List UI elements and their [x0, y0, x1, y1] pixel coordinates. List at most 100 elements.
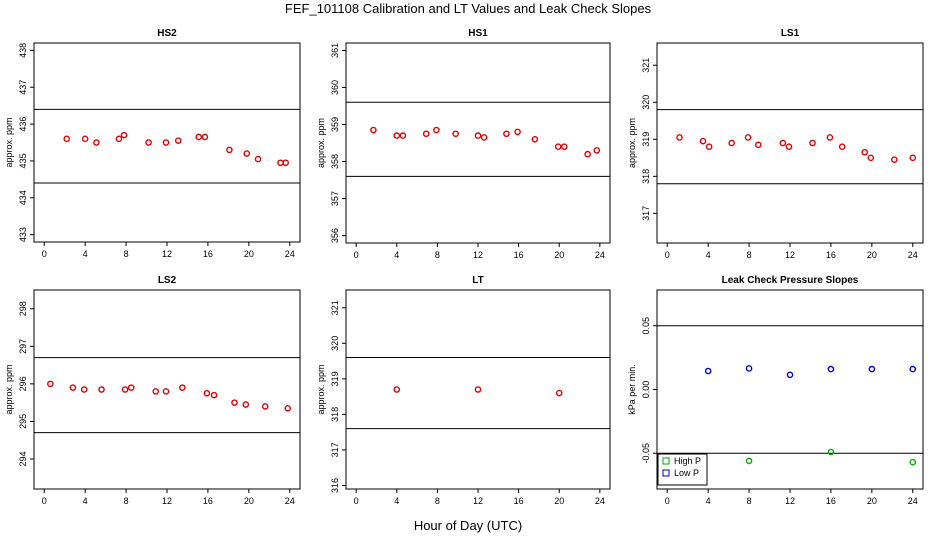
data-point [231, 399, 238, 406]
y-tick-label: 317 [641, 206, 651, 221]
x-tick-label: 4 [83, 249, 88, 259]
y-tick-label: 361 [330, 43, 340, 58]
y-tick-label: 359 [330, 117, 340, 132]
y-tick-label: 319 [641, 132, 651, 147]
plot-frame [345, 289, 611, 490]
data-point [827, 365, 835, 373]
data-point [399, 132, 407, 139]
y-axis-label: kPa per min. [627, 364, 637, 415]
x-tick-label: 16 [514, 250, 524, 260]
data-point [370, 126, 377, 134]
x-tick-label: 0 [354, 496, 359, 506]
panel-title: LS1 [781, 28, 800, 39]
y-tick-label: 436 [18, 117, 28, 132]
y-tick-label: 433 [18, 227, 28, 242]
y-tick-label: 318 [641, 169, 651, 184]
data-point [393, 132, 401, 139]
x-tick-label: 20 [867, 496, 877, 506]
data-point [561, 143, 568, 151]
x-tick-label: 16 [826, 250, 836, 260]
data-point [779, 139, 787, 147]
data-point [705, 143, 713, 151]
x-tick-label: 12 [162, 496, 172, 506]
y-tick-label: 438 [18, 43, 28, 58]
data-point [503, 130, 510, 138]
data-point [282, 159, 289, 167]
chart-panel-2: HS1 0 4 8 12 16 20 24 356 357 358 359 360 361 approx. … [316, 28, 611, 260]
data-point [81, 135, 89, 143]
y-axis-label: approx. ppm [4, 364, 14, 414]
data-point [120, 131, 128, 139]
data-point [98, 386, 105, 393]
x-tick-label: 4 [83, 496, 88, 506]
data-point [474, 386, 482, 393]
data-point [93, 139, 100, 146]
y-tick-label: 294 [18, 451, 28, 466]
data-point [226, 146, 233, 154]
data-point [891, 156, 898, 163]
panel-title: HS1 [468, 28, 488, 39]
chart-panel-1: HS2 0 4 8 12 16 20 24 433 434 435 436 437 438 approx. … [4, 28, 301, 259]
y-tick-label: 0.05 [641, 317, 651, 335]
x-tick-label: 16 [203, 249, 213, 259]
x-tick-label: 24 [908, 250, 918, 260]
chart-panel-5: LT 0 4 8 12 16 20 24 316 317 318 319 320 321 approx. p… [316, 275, 611, 506]
x-tick-label: 12 [785, 496, 795, 506]
x-tick-label: 8 [124, 496, 129, 506]
x-tick-label: 24 [595, 496, 605, 506]
data-point [195, 133, 203, 141]
figure-title: FEF_101108 Calibration and LT Values and… [284, 1, 652, 16]
legend-marker [662, 457, 670, 465]
y-tick-label: 360 [330, 80, 340, 95]
y-tick-label: 434 [18, 190, 28, 205]
x-tick-label: 20 [867, 250, 877, 260]
y-tick-label: 357 [330, 191, 340, 206]
x-tick-label: 4 [706, 496, 711, 506]
x-tick-label: 12 [473, 496, 483, 506]
data-point [145, 139, 152, 146]
y-tick-label: 316 [330, 478, 340, 493]
x-tick-label: 8 [747, 250, 752, 260]
y-tick-label: 437 [18, 80, 28, 95]
x-tick-label: 4 [394, 250, 399, 260]
y-tick-label: 358 [330, 154, 340, 169]
data-point [838, 143, 846, 151]
data-point [242, 401, 250, 408]
y-tick-label: 318 [330, 407, 340, 422]
y-tick-label: 319 [330, 371, 340, 386]
data-point [909, 154, 917, 162]
plot-frame [345, 42, 611, 244]
data-point [676, 134, 683, 141]
data-point [284, 404, 292, 412]
x-tick-label: 0 [354, 250, 359, 260]
y-tick-label: 435 [18, 153, 28, 168]
x-tick-label: 20 [244, 249, 254, 259]
data-point [555, 389, 563, 397]
y-tick-label: 295 [18, 414, 28, 429]
data-point [868, 365, 876, 373]
x-tick-label: 4 [706, 250, 711, 260]
data-point [174, 137, 182, 144]
y-tick-label: 321 [641, 58, 651, 73]
data-point [861, 148, 868, 156]
x-tick-label: 4 [394, 496, 399, 506]
data-point [704, 367, 712, 375]
x-tick-label: 24 [285, 496, 295, 506]
y-tick-label: -0.05 [641, 443, 651, 464]
y-tick-label: 0.00 [641, 381, 651, 399]
data-point [554, 143, 562, 151]
y-axis-label: approx. ppm [627, 118, 637, 168]
plot-frame [656, 42, 924, 244]
data-point [201, 133, 209, 141]
data-point [754, 141, 762, 149]
legend-label: Low P [674, 468, 699, 478]
x-tick-label: 0 [42, 496, 47, 506]
chart-panel-3: LS1 0 4 8 12 16 20 24 317 318 319 320 321 approx. ppm [627, 28, 924, 260]
y-axis-label: approx. ppm [316, 118, 326, 168]
chart-panel-6: Leak Check Pressure Slopes 0 4 8 12 16 20 24 -0.… [627, 275, 924, 506]
data-point [127, 384, 135, 391]
data-point [593, 147, 601, 154]
data-point [745, 365, 753, 372]
y-tick-label: 298 [18, 301, 28, 316]
